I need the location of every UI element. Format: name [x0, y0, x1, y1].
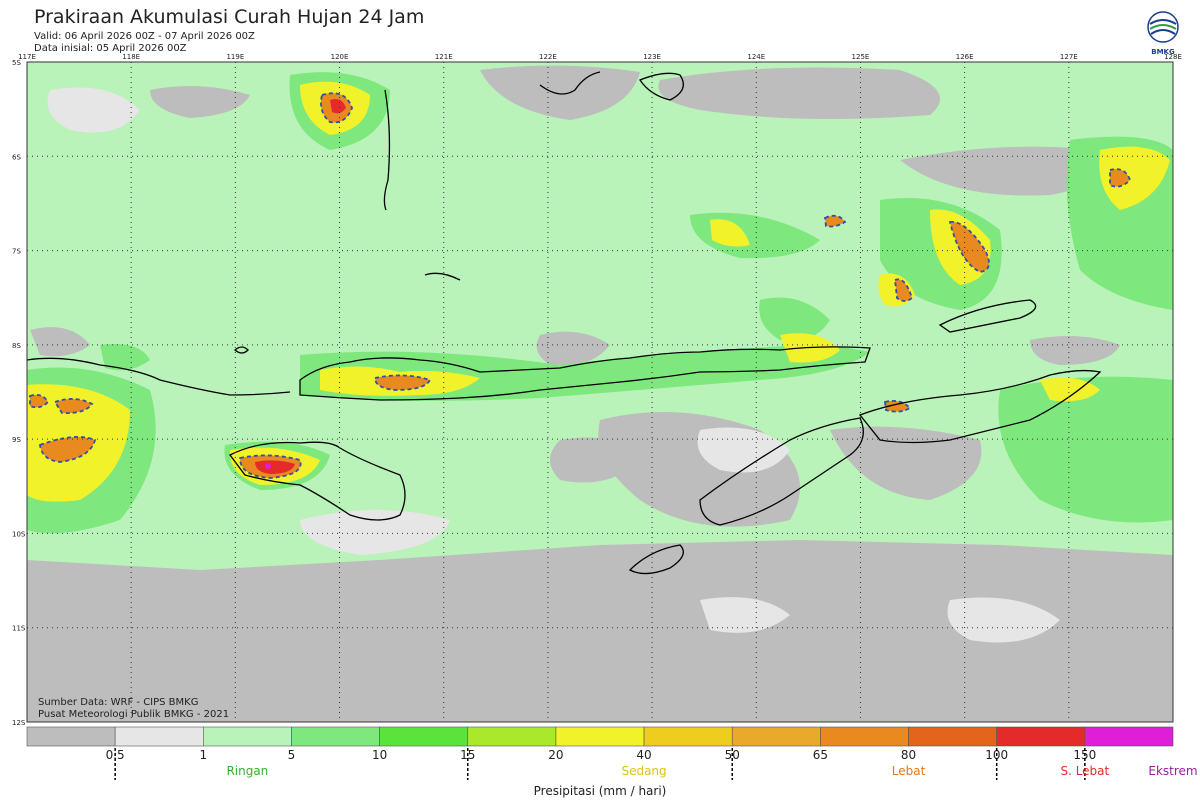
legend-tick-label: 40 [636, 748, 651, 762]
lat-tick-label: 6S [12, 153, 21, 161]
lon-tick-label: 122E [539, 53, 557, 61]
legend-swatch [114, 726, 204, 747]
legend-swatch [643, 726, 733, 747]
lat-tick-label: 5S [12, 59, 21, 67]
organization-credit: Pusat Meteorologi Publik BMKG - 2021 [38, 709, 230, 720]
legend-swatch [1084, 726, 1174, 747]
legend-tick-label: 20 [548, 748, 563, 762]
lon-tick-label: 120E [331, 53, 349, 61]
legend-swatch [26, 726, 116, 747]
legend-swatch [908, 726, 997, 747]
logo-text: BMKG [1151, 48, 1175, 56]
lat-tick-label: 11S [12, 625, 26, 633]
lat-lon-grid [27, 62, 1173, 722]
lat-tick-label: 8S [12, 342, 21, 350]
lon-tick-label: 127E [1060, 53, 1078, 61]
lat-tick-label: 12S [12, 719, 26, 727]
lat-tick-label: 9S [12, 436, 21, 444]
dry-regions [27, 65, 1173, 722]
lon-tick-label: 119E [226, 53, 244, 61]
lon-tick-label: 124E [747, 53, 765, 61]
lon-tick-label: 126E [956, 53, 974, 61]
legend-swatch [467, 726, 557, 747]
axis-labels: 117E 118E 119E 120E 121E 122E 123E 124E 125E 126E… [12, 53, 1182, 727]
extreme-rain-spot [265, 463, 271, 469]
lon-tick-label: 125E [852, 53, 870, 61]
precipitation-legend: 0.5 1 5 10 15 20 40 50 65 80 100 150 [26, 726, 1174, 780]
lon-tick-label: 118E [122, 53, 140, 61]
legend-swatch [820, 726, 909, 747]
legend-tick-label: 65 [813, 748, 828, 762]
lon-tick-label: 117E [18, 53, 36, 61]
legend-category-label: S. Lebat [1060, 764, 1110, 778]
coastlines [27, 71, 1102, 575]
legend-swatch [731, 726, 821, 747]
valid-period: Valid: 06 April 2026 00Z - 07 April 2026… [34, 31, 255, 42]
legend-title: Presipitasi (mm / hari) [533, 784, 667, 798]
lon-tick-label: 123E [643, 53, 661, 61]
bmkg-logo: BMKG [1146, 10, 1180, 56]
legend-tick-label: 80 [901, 748, 916, 762]
legend-category-label: Ringan [226, 764, 269, 778]
lat-tick-label: 10S [12, 530, 26, 538]
legend-swatch [379, 726, 469, 747]
legend-tick-label: 1 [199, 748, 207, 762]
legend-swatch [555, 726, 645, 747]
legend-category-label: Lebat [891, 764, 926, 778]
legend-swatch [996, 726, 1086, 747]
bmkg-emblem-icon [1147, 11, 1179, 43]
map-frame [26, 61, 1174, 723]
legend-tick-label: 5 [288, 748, 296, 762]
lat-tick-label: 7S [12, 248, 21, 256]
lon-tick-label: 121E [435, 53, 453, 61]
legend-swatch [203, 726, 292, 747]
legend-category-label: Ekstrem [1148, 764, 1198, 778]
data-source: Sumber Data: WRF - CIPS BMKG [38, 697, 199, 708]
legend-swatch [291, 726, 380, 747]
legend-category-label: Sedang [621, 764, 667, 778]
legend-tick-label: 10 [372, 748, 387, 762]
lon-tick-label: 128E [1164, 53, 1182, 61]
initial-data: Data inisial: 05 April 2026 00Z [34, 43, 187, 54]
very-heavy-rain-regions [255, 99, 346, 474]
trace-regions [47, 87, 1060, 643]
map-title: Prakiraan Akumulasi Curah Hujan 24 Jam [34, 6, 425, 28]
